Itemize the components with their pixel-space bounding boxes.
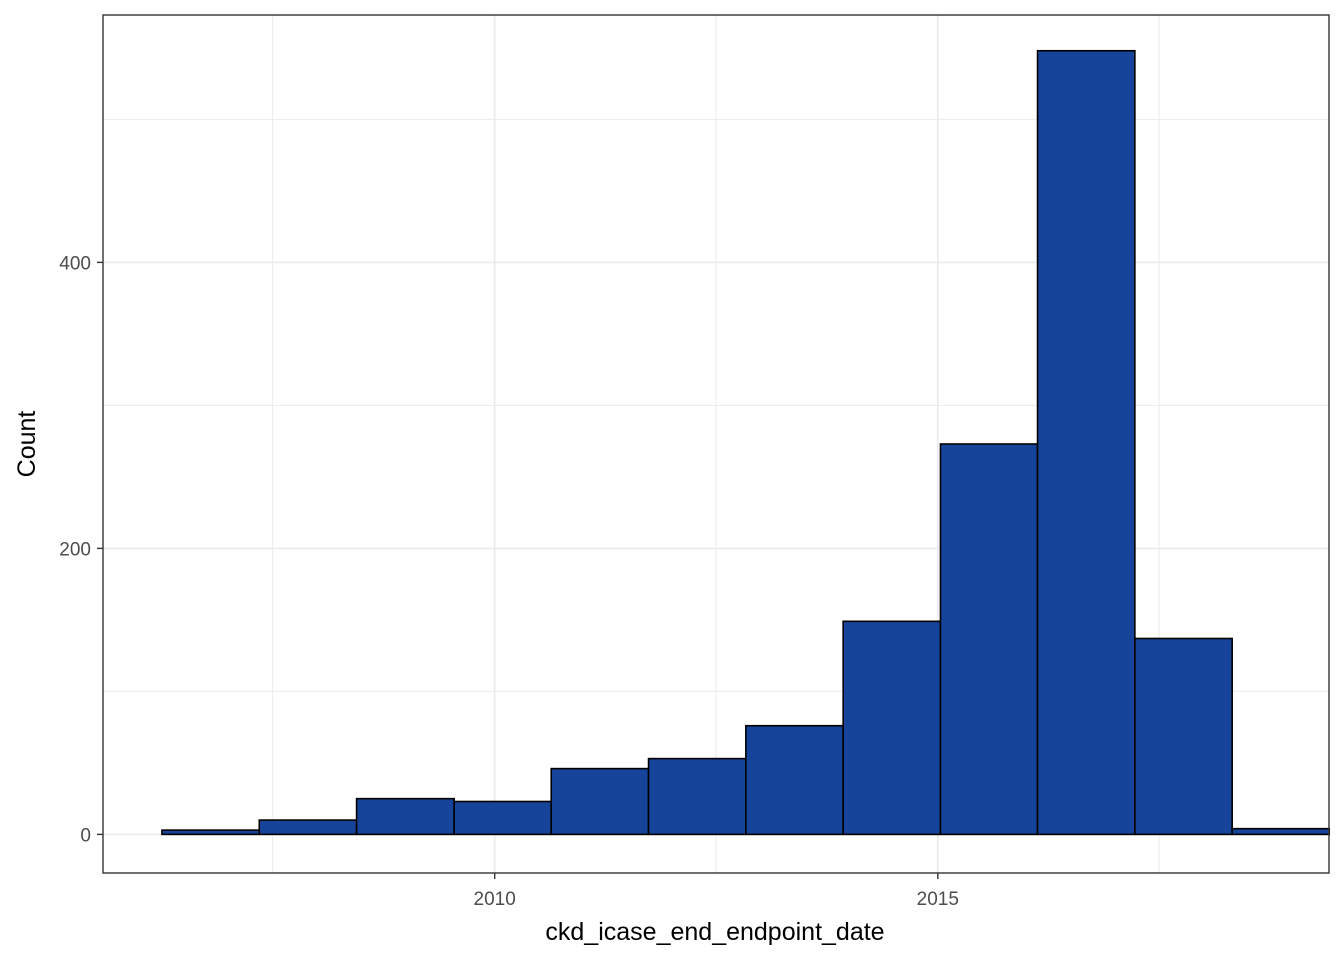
histogram-bar	[1134, 637, 1233, 836]
histogram-bar	[1231, 827, 1331, 836]
y-tick-label: 0	[80, 825, 91, 846]
histogram-bar	[550, 767, 650, 836]
histogram-bar	[842, 620, 942, 836]
histogram-bar	[258, 819, 358, 836]
histogram-bar	[939, 443, 1039, 836]
y-tick-label: 200	[59, 539, 91, 560]
x-tick-label: 2015	[917, 889, 959, 910]
histogram-bars	[161, 49, 1331, 836]
x-axis-ticks: 2010 2015	[474, 873, 959, 910]
histogram-bar	[745, 724, 844, 836]
panel-border	[102, 14, 1330, 874]
y-axis-ticks: 0 200 400	[59, 253, 103, 846]
x-tick-label: 2010	[474, 889, 516, 910]
y-axis-title: Count	[13, 411, 41, 478]
y-tick-label: 400	[59, 253, 91, 274]
histogram-bar	[647, 757, 747, 836]
histogram-bar	[161, 829, 261, 836]
x-axis-title: ckd_icase_end_endpoint_date	[545, 918, 884, 946]
histogram-bar	[355, 797, 455, 836]
histogram-bar	[453, 800, 553, 836]
histogram-bar	[1036, 49, 1136, 836]
